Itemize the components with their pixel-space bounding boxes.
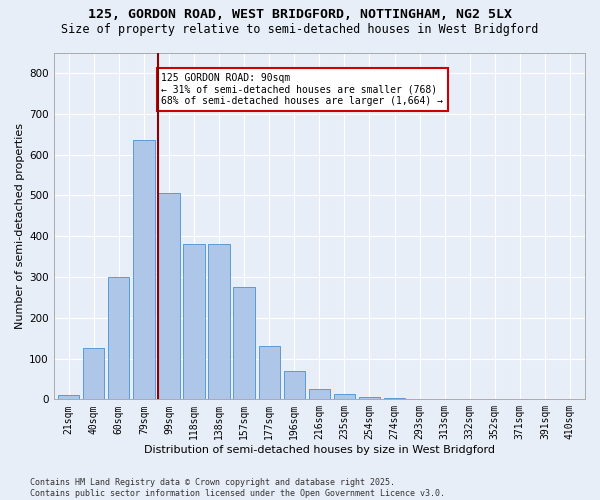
Bar	[58, 396, 79, 400]
Bar	[133, 140, 155, 400]
Bar	[359, 398, 380, 400]
X-axis label: Distribution of semi-detached houses by size in West Bridgford: Distribution of semi-detached houses by …	[144, 445, 495, 455]
Bar	[233, 287, 255, 400]
Text: 125, GORDON ROAD, WEST BRIDGFORD, NOTTINGHAM, NG2 5LX: 125, GORDON ROAD, WEST BRIDGFORD, NOTTIN…	[88, 8, 512, 20]
Bar	[208, 244, 230, 400]
Text: Contains HM Land Registry data © Crown copyright and database right 2025.
Contai: Contains HM Land Registry data © Crown c…	[30, 478, 445, 498]
Bar	[384, 398, 405, 400]
Text: 125 GORDON ROAD: 90sqm
← 31% of semi-detached houses are smaller (768)
68% of se: 125 GORDON ROAD: 90sqm ← 31% of semi-det…	[161, 73, 443, 106]
Bar	[308, 389, 330, 400]
Bar	[284, 371, 305, 400]
Y-axis label: Number of semi-detached properties: Number of semi-detached properties	[15, 123, 25, 329]
Bar	[158, 194, 179, 400]
Bar	[83, 348, 104, 400]
Bar	[108, 277, 130, 400]
Text: Size of property relative to semi-detached houses in West Bridgford: Size of property relative to semi-detach…	[61, 22, 539, 36]
Bar	[334, 394, 355, 400]
Bar	[259, 346, 280, 400]
Bar	[184, 244, 205, 400]
